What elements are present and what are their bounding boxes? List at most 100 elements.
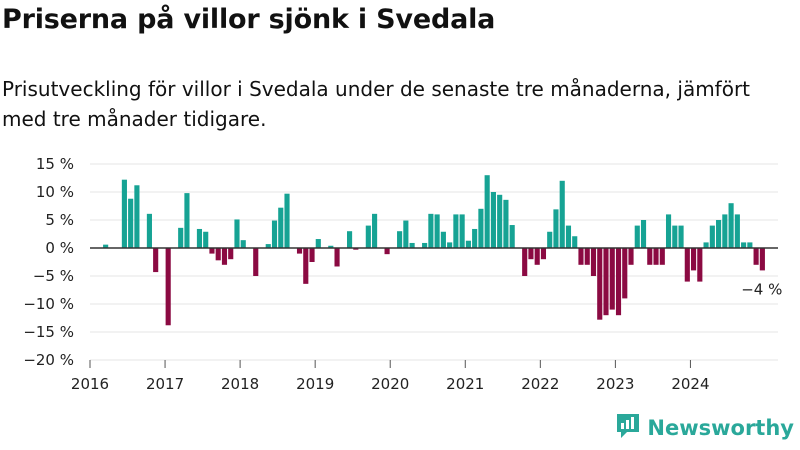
bar [622, 248, 628, 299]
bars [90, 175, 778, 326]
bar [178, 227, 184, 248]
x-tick-label: 2020 [371, 375, 409, 390]
x-tick-label: 2017 [146, 375, 184, 390]
bar [128, 198, 134, 248]
bar [472, 228, 478, 248]
brand-name: Newsworthy [647, 416, 794, 440]
bar [503, 199, 509, 248]
bar [384, 248, 390, 255]
bar [640, 220, 647, 248]
bar [453, 214, 459, 248]
bar [741, 242, 747, 248]
y-axis-tick-labels: 15 % 10 % 5 % 0 % −5 % −10 % −15 % −20 % [23, 155, 74, 369]
bar [134, 185, 140, 248]
bar [703, 242, 709, 248]
x-tick-label: 2016 [71, 375, 109, 390]
bar [278, 207, 284, 248]
bar [303, 248, 309, 284]
y-tick-label: −20 % [23, 351, 74, 369]
y-tick-label: −10 % [23, 295, 74, 313]
bar [659, 248, 665, 265]
x-tick-label: 2021 [446, 375, 484, 390]
bar [697, 248, 703, 282]
bar [478, 208, 484, 248]
chart-title: Priserna på villor sjönk i Svedala [2, 4, 496, 35]
bar [528, 248, 534, 260]
y-tick-label: 10 % [36, 183, 74, 201]
bar [121, 179, 127, 248]
bar [234, 219, 240, 248]
bar [628, 248, 634, 265]
bar [221, 248, 228, 265]
y-tick-label: 15 % [36, 155, 74, 173]
bar [722, 214, 728, 248]
bar [315, 239, 321, 248]
bar [603, 248, 609, 316]
bar [690, 248, 697, 271]
bar [678, 225, 684, 248]
bar [440, 231, 446, 248]
bar [196, 228, 203, 248]
bar [296, 248, 303, 254]
bar [753, 248, 759, 265]
x-tick-label: 2024 [671, 375, 709, 390]
bar [728, 203, 734, 248]
bar [522, 248, 528, 276]
bar [609, 248, 615, 310]
bar [353, 248, 359, 250]
bar [372, 213, 378, 248]
bar [465, 240, 471, 248]
bar [497, 194, 503, 248]
bar [759, 248, 765, 271]
bar [284, 193, 290, 248]
bar [365, 225, 371, 248]
y-tick-label: −15 % [23, 323, 74, 341]
bar [334, 248, 340, 267]
bar [634, 225, 640, 248]
y-tick-label: −5 % [33, 267, 74, 285]
bar [397, 231, 403, 248]
newsworthy-logo-icon [615, 412, 641, 444]
bar [434, 214, 440, 248]
bar [209, 248, 215, 254]
bar [534, 248, 540, 265]
chart-subtitle: Prisutveckling för villor i Svedala unde… [2, 77, 751, 131]
bar [309, 248, 315, 262]
bar [684, 248, 690, 282]
bar [672, 225, 678, 248]
bar [734, 214, 740, 248]
bar [565, 225, 572, 248]
bar [447, 242, 453, 248]
bar [228, 248, 234, 260]
bar [215, 248, 221, 261]
x-tick-label: 2022 [521, 375, 559, 390]
bar-chart: 15 % 10 % 5 % 0 % −5 % −10 % −15 % −20 % 2016 20… [23, 155, 782, 390]
bar [403, 220, 409, 248]
y-tick-label: 0 % [45, 239, 74, 257]
bar [346, 231, 353, 248]
bar [653, 248, 659, 265]
bar [547, 231, 553, 248]
bar [103, 244, 109, 248]
bar [747, 242, 753, 248]
bar [328, 245, 334, 248]
bar [540, 248, 547, 260]
last-value-annotation: −4 % [741, 280, 782, 298]
bar [572, 236, 578, 248]
x-tick-label: 2019 [296, 375, 334, 390]
bar [240, 240, 246, 248]
bar [422, 242, 428, 248]
bar [647, 248, 653, 265]
bar [615, 248, 622, 316]
bar [709, 225, 715, 248]
bar [459, 214, 465, 248]
bar [509, 225, 515, 248]
bar [584, 248, 590, 265]
x-axis-tick-labels: 2016 2017 2018 2019 2020 2021 2022 2023 2024 [71, 360, 710, 390]
bar [484, 175, 490, 248]
y-tick-label: 5 % [45, 211, 74, 229]
bar [153, 248, 159, 273]
bar [271, 220, 278, 248]
bar [146, 213, 152, 248]
newsworthy-brand[interactable]: Newsworthy [615, 412, 794, 444]
